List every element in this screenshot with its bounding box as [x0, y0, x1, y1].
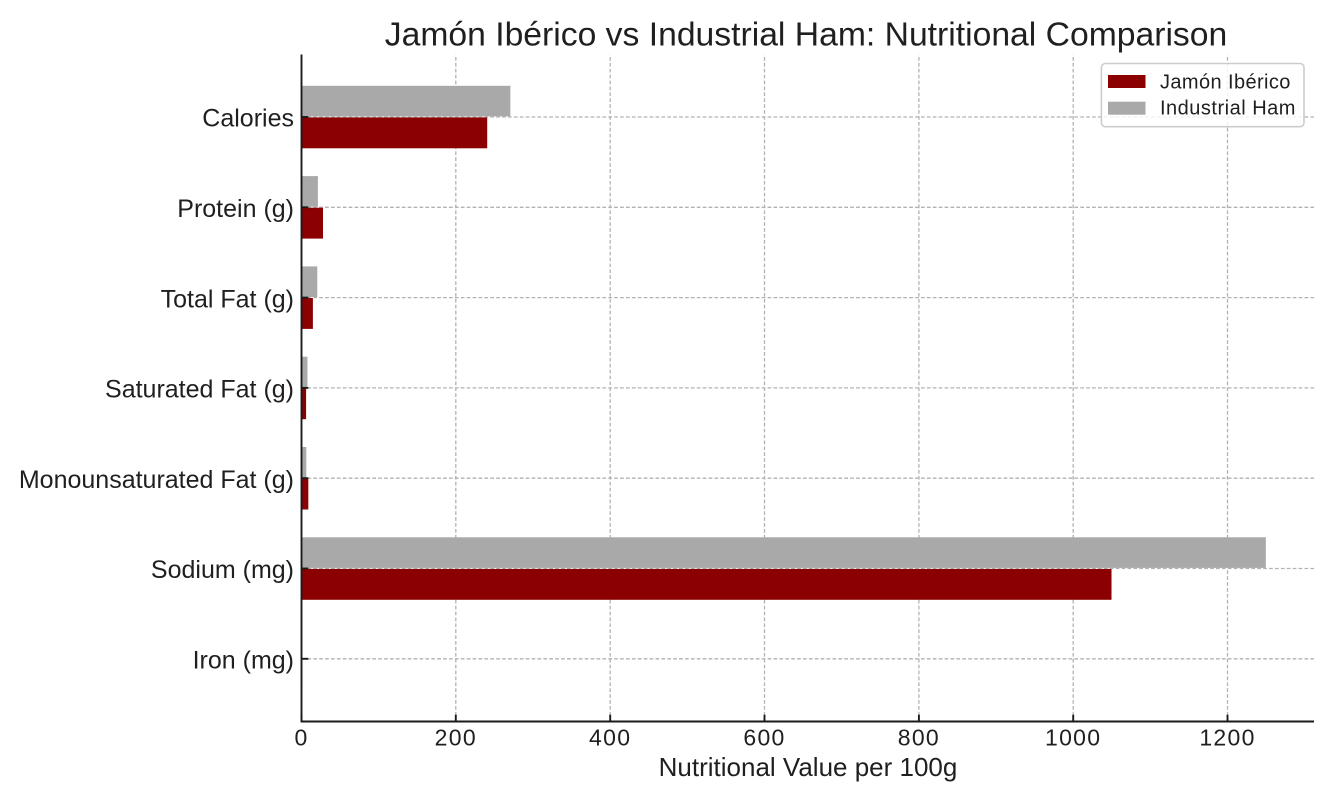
svg-text:Jamón Ibérico vs Industrial Ha: Jamón Ibérico vs Industrial Ham: Nutriti… — [385, 16, 1228, 54]
svg-text:Protein (g): Protein (g) — [177, 195, 294, 223]
svg-text:1200: 1200 — [1199, 725, 1255, 751]
svg-text:400: 400 — [589, 725, 631, 751]
svg-text:Nutritional Value per 100g: Nutritional Value per 100g — [659, 752, 958, 782]
svg-text:600: 600 — [743, 725, 785, 751]
svg-text:Monounsaturated Fat (g): Monounsaturated Fat (g) — [19, 466, 294, 494]
svg-text:Calories: Calories — [202, 105, 294, 133]
svg-text:1000: 1000 — [1045, 725, 1101, 751]
svg-text:0: 0 — [294, 725, 308, 751]
svg-text:800: 800 — [898, 725, 940, 751]
svg-text:Jamón Ibérico: Jamón Ibérico — [1160, 72, 1291, 94]
svg-text:200: 200 — [435, 725, 477, 751]
svg-text:Saturated Fat (g): Saturated Fat (g) — [105, 376, 294, 404]
svg-text:Iron (mg): Iron (mg) — [193, 647, 294, 675]
svg-text:Industrial Ham: Industrial Ham — [1160, 98, 1296, 120]
svg-text:Total Fat (g): Total Fat (g) — [161, 285, 294, 313]
svg-text:Sodium (mg): Sodium (mg) — [151, 556, 294, 584]
